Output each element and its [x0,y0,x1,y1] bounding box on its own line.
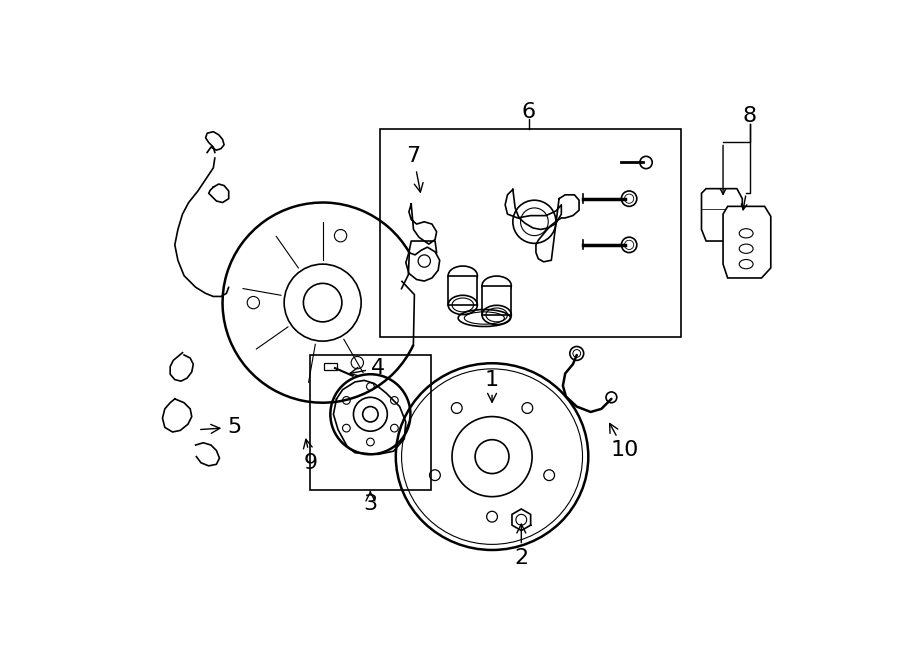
Bar [310,355,431,490]
Bar [482,286,511,315]
Text: 7: 7 [407,146,423,192]
Bar [448,276,477,305]
Circle shape [475,440,509,473]
Text: 10: 10 [609,424,639,461]
Circle shape [363,407,378,422]
Text: 5: 5 [201,417,241,438]
Text: 4: 4 [350,358,385,378]
Text: 9: 9 [303,440,319,473]
Text: 3: 3 [364,491,377,514]
Text: 6: 6 [522,102,536,122]
Bar [324,364,337,369]
Text: 1: 1 [485,369,500,403]
Polygon shape [723,206,770,278]
Text: 8: 8 [742,106,757,126]
Bar [381,130,680,337]
Text: 2: 2 [514,524,528,568]
Polygon shape [701,188,742,241]
